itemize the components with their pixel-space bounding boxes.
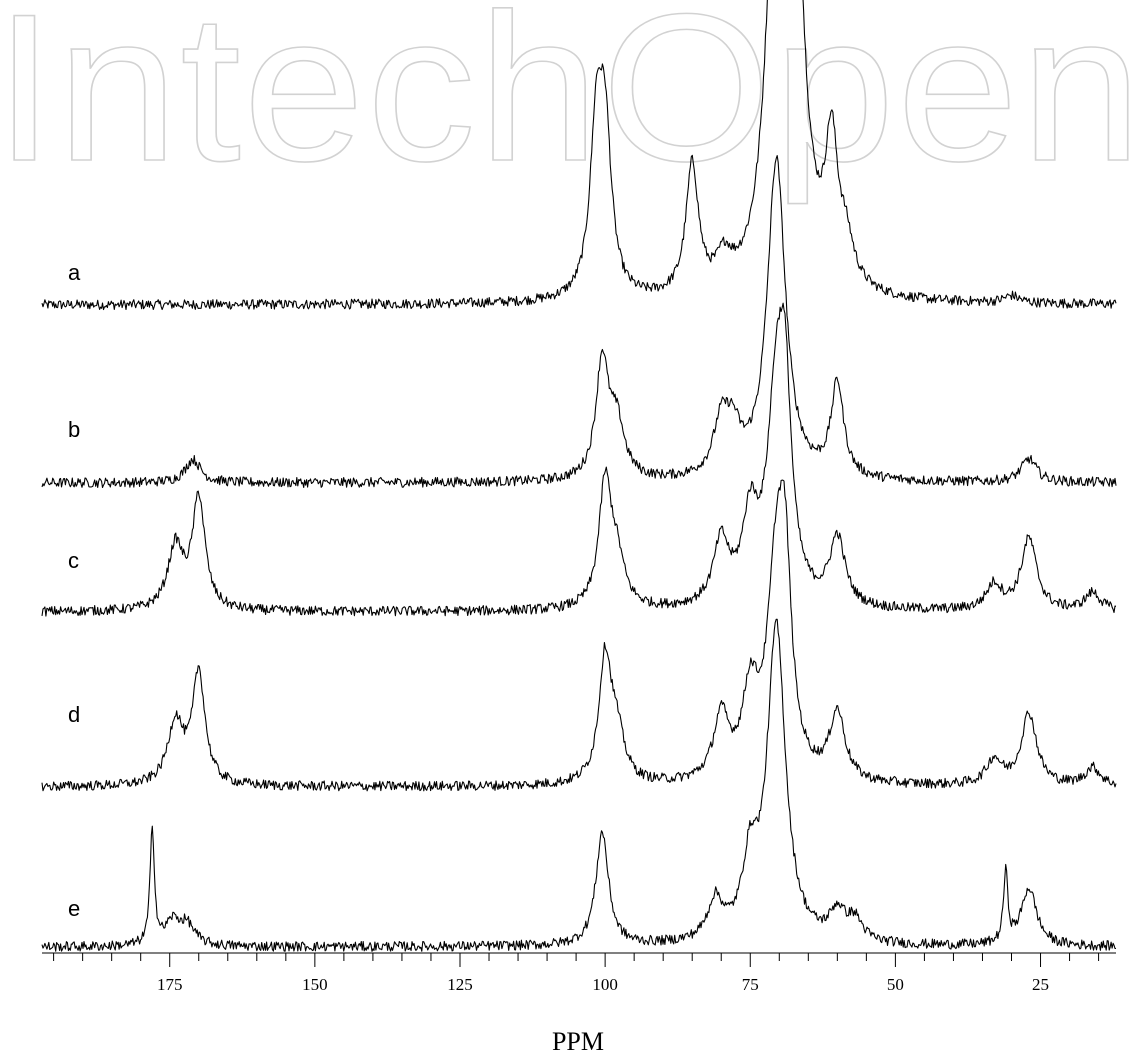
x-tick-label: 150 <box>302 975 328 994</box>
x-tick-label: 75 <box>742 975 759 994</box>
series-line-b <box>41 155 1117 489</box>
series-line-d <box>41 479 1117 792</box>
x-axis: 175 150 125 100 75 50 25 PPM <box>42 952 1116 1056</box>
x-axis-title: PPM <box>552 1027 604 1056</box>
series-labels: a b c d e <box>68 260 81 921</box>
spectra-traces <box>41 0 1117 952</box>
series-label-a: a <box>68 260 81 285</box>
series-label-c: c <box>68 548 79 573</box>
series-line-a <box>41 0 1117 311</box>
x-axis-ticks: 175 150 125 100 75 50 25 <box>53 953 1100 994</box>
x-tick-label: 100 <box>592 975 618 994</box>
series-line-c <box>41 302 1117 617</box>
series-label-e: e <box>68 896 80 921</box>
watermark-logo: IntechOpen <box>0 0 1143 205</box>
series-label-b: b <box>68 417 80 442</box>
x-tick-label: 125 <box>447 975 473 994</box>
x-tick-label: 50 <box>887 975 904 994</box>
series-label-d: d <box>68 702 80 727</box>
x-tick-label: 175 <box>157 975 183 994</box>
series-line-e <box>41 618 1117 952</box>
x-tick-label: 25 <box>1032 975 1049 994</box>
